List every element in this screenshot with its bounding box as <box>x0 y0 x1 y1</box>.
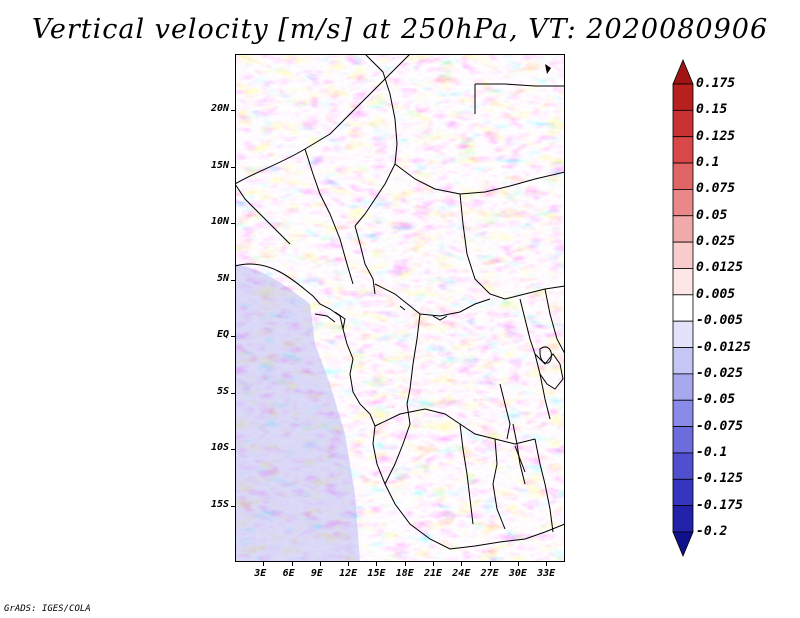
colorbar-bin <box>672 505 694 533</box>
colorbar-label: -0.05 <box>696 392 736 408</box>
lon-tick-label: 6E <box>282 568 295 579</box>
lakes <box>399 305 552 473</box>
lon-tick-mark <box>461 562 463 566</box>
lon-tick-mark <box>404 562 406 566</box>
chart-title: Vertical velocity [m/s] at 250hPa, VT: 2… <box>31 14 769 45</box>
colorbar-bin <box>672 452 694 480</box>
island <box>545 64 551 74</box>
lat-tick-mark <box>231 279 235 281</box>
lon-tick-label: 18E <box>395 568 414 579</box>
lat-tick-mark <box>231 223 235 225</box>
lon-tick-mark <box>517 562 519 566</box>
lon-tick-mark <box>348 562 350 566</box>
lat-tick-label: EQ <box>216 329 229 341</box>
lon-tick-label: 24E <box>452 568 471 579</box>
ocean-tint <box>235 264 360 562</box>
lat-tick-mark <box>231 166 235 168</box>
lon-tick-label: 15E <box>367 568 386 579</box>
lat-tick-mark <box>231 505 235 507</box>
colorbar-bin <box>672 109 694 138</box>
colorbar-bin <box>672 83 694 111</box>
lat-tick-mark <box>231 392 235 394</box>
colorbar-label: -0.125 <box>696 471 743 487</box>
colorbar-label: 0.15 <box>696 102 728 118</box>
colorbar-bin <box>672 347 694 375</box>
lon-tick-label: 21E <box>424 568 443 579</box>
colorbar-label: -0.005 <box>696 313 743 329</box>
colorbar-bin <box>672 294 694 322</box>
lat-tick-label: 15N <box>210 159 229 171</box>
colorbar-label: -0.075 <box>696 418 743 434</box>
colorbar-label: 0.025 <box>696 234 736 250</box>
lat-tick-label: 10S <box>210 442 229 454</box>
map-panel <box>235 54 565 562</box>
lon-tick-label: 27E <box>480 568 499 579</box>
lat-tick-mark <box>231 336 235 338</box>
map-canvas <box>235 54 565 562</box>
lat-tick-mark <box>231 449 235 451</box>
colorbar-label: 0.0125 <box>696 260 743 276</box>
colorbar-bin <box>672 531 694 558</box>
lon-tick-label: 30E <box>508 568 527 579</box>
lon-tick-mark <box>489 562 491 566</box>
colorbar-label: -0.175 <box>696 497 743 513</box>
colorbar-bin <box>672 215 694 243</box>
lon-tick-label: 9E <box>310 568 323 579</box>
colorbar-label: -0.1 <box>696 444 728 460</box>
lon-tick-mark <box>319 562 321 566</box>
colorbar-label: -0.025 <box>696 365 743 381</box>
lat-tick-label: 5S <box>216 385 229 397</box>
lon-tick-label: 3E <box>254 568 267 579</box>
lon-tick-label: 12E <box>339 568 358 579</box>
convective-cores <box>375 164 565 424</box>
colorbar-bin <box>672 136 694 164</box>
colorbar-bin <box>672 268 694 296</box>
colorbar-bin <box>672 189 694 217</box>
colorbar-bin <box>672 399 694 427</box>
colorbar-bin <box>672 373 694 401</box>
colorbar-label: 0.075 <box>696 181 736 197</box>
lat-tick-mark <box>231 110 235 112</box>
colorbar-label: 0.05 <box>696 207 728 223</box>
lon-tick-mark <box>433 562 434 566</box>
lat-tick-label: 20N <box>210 103 229 115</box>
colorbar-label: 0.1 <box>696 155 720 171</box>
country-borders <box>235 54 565 550</box>
lon-tick-mark <box>263 562 265 566</box>
colorbar-label: -0.0125 <box>696 339 751 355</box>
lon-tick-mark <box>376 562 378 566</box>
colorbar-label: -0.2 <box>696 524 728 539</box>
colorbar <box>672 58 694 558</box>
lat-tick-label: 10N <box>210 216 229 228</box>
lon-tick-mark <box>291 562 293 566</box>
colorbar-bin <box>672 426 694 454</box>
lat-tick-label: 5N <box>216 272 229 284</box>
colorbar-bin <box>672 320 694 348</box>
colorbar-label: 0.005 <box>696 286 736 302</box>
colorbar-bin <box>672 58 694 85</box>
lon-tick-mark <box>546 562 548 566</box>
credit-text: GrADS: IGES/COLA <box>4 604 91 614</box>
colorbar-bin <box>672 478 694 507</box>
lat-tick-label: 15S <box>210 498 229 510</box>
colorbar-bin <box>672 241 694 269</box>
lon-tick-label: 33E <box>537 568 556 579</box>
colorbar-label: 0.125 <box>696 128 736 144</box>
colorbar-bin <box>672 162 694 190</box>
colorbar-label: 0.175 <box>696 76 736 91</box>
